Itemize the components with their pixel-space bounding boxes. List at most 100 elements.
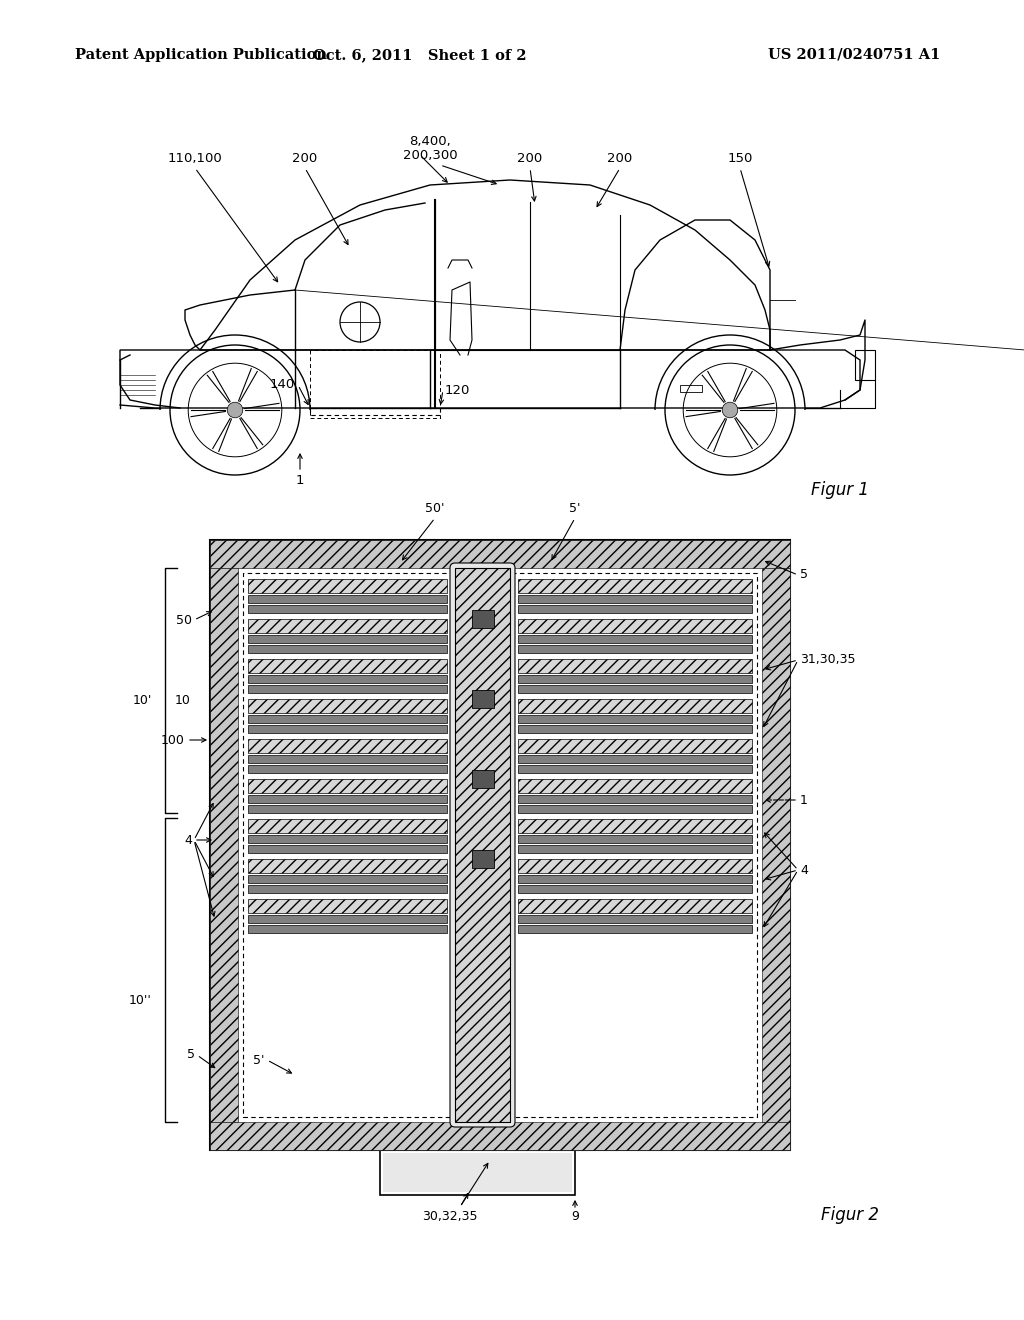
Circle shape bbox=[722, 403, 738, 418]
Text: Patent Application Publication: Patent Application Publication bbox=[75, 48, 327, 62]
Bar bbox=[248, 739, 447, 752]
Bar bbox=[518, 619, 752, 634]
Bar bbox=[471, 610, 494, 628]
Bar bbox=[248, 579, 447, 593]
Bar bbox=[248, 700, 447, 713]
Bar bbox=[518, 685, 752, 693]
Text: 120: 120 bbox=[445, 384, 470, 396]
Bar bbox=[210, 540, 790, 1150]
Text: 200: 200 bbox=[293, 152, 317, 165]
Bar bbox=[471, 770, 494, 788]
Bar bbox=[248, 595, 447, 603]
Bar bbox=[248, 645, 447, 653]
Bar bbox=[518, 579, 752, 593]
Text: 140: 140 bbox=[269, 379, 295, 392]
Bar bbox=[680, 385, 702, 392]
Bar bbox=[248, 818, 447, 833]
Text: 5: 5 bbox=[187, 1048, 195, 1061]
Bar bbox=[248, 795, 447, 803]
Text: 10': 10' bbox=[133, 693, 152, 706]
Bar bbox=[248, 875, 447, 883]
Bar bbox=[471, 690, 494, 708]
Bar bbox=[518, 766, 752, 774]
Bar bbox=[518, 795, 752, 803]
Bar bbox=[248, 675, 447, 682]
Bar bbox=[248, 685, 447, 693]
Text: 110,100: 110,100 bbox=[168, 152, 222, 165]
Bar bbox=[518, 675, 752, 682]
Bar bbox=[518, 899, 752, 913]
Bar bbox=[248, 725, 447, 733]
Bar bbox=[518, 859, 752, 873]
Text: 1: 1 bbox=[296, 474, 304, 487]
Bar bbox=[380, 1150, 575, 1195]
Text: 10'': 10'' bbox=[129, 994, 152, 1006]
Bar bbox=[518, 818, 752, 833]
Bar bbox=[518, 779, 752, 793]
Text: 9: 9 bbox=[571, 1210, 579, 1224]
Bar bbox=[455, 568, 510, 1122]
Bar bbox=[243, 573, 757, 1117]
Bar bbox=[248, 635, 447, 643]
Bar bbox=[518, 755, 752, 763]
Bar bbox=[248, 884, 447, 894]
Bar bbox=[518, 884, 752, 894]
Bar bbox=[463, 1158, 493, 1183]
Bar bbox=[210, 1122, 790, 1150]
Text: 150: 150 bbox=[727, 152, 753, 165]
Bar bbox=[248, 779, 447, 793]
Text: Oct. 6, 2011   Sheet 1 of 2: Oct. 6, 2011 Sheet 1 of 2 bbox=[313, 48, 526, 62]
Bar bbox=[248, 766, 447, 774]
Bar bbox=[248, 915, 447, 923]
Bar bbox=[518, 595, 752, 603]
Bar bbox=[248, 859, 447, 873]
Text: 50: 50 bbox=[176, 614, 193, 627]
Bar bbox=[210, 540, 790, 568]
Text: 10: 10 bbox=[175, 693, 190, 706]
Bar bbox=[855, 350, 874, 380]
Bar bbox=[248, 659, 447, 673]
Bar bbox=[248, 755, 447, 763]
Circle shape bbox=[227, 403, 243, 418]
Text: 5': 5' bbox=[254, 1053, 265, 1067]
Bar bbox=[248, 845, 447, 853]
Bar bbox=[518, 805, 752, 813]
Bar bbox=[248, 836, 447, 843]
Bar bbox=[383, 1152, 572, 1192]
Text: 200: 200 bbox=[607, 152, 633, 165]
Bar bbox=[518, 915, 752, 923]
Text: 30,32,35: 30,32,35 bbox=[422, 1210, 478, 1224]
Bar bbox=[518, 875, 752, 883]
Bar bbox=[518, 700, 752, 713]
FancyBboxPatch shape bbox=[450, 564, 515, 1127]
Bar bbox=[248, 715, 447, 723]
Bar bbox=[248, 605, 447, 612]
Bar bbox=[518, 659, 752, 673]
Bar bbox=[248, 619, 447, 634]
Bar bbox=[518, 605, 752, 612]
Text: Figur 2: Figur 2 bbox=[821, 1206, 879, 1224]
Text: 4: 4 bbox=[800, 863, 808, 876]
Text: 5: 5 bbox=[800, 569, 808, 582]
Text: 50': 50' bbox=[425, 502, 444, 515]
Bar bbox=[471, 850, 494, 869]
Text: 31,30,35: 31,30,35 bbox=[800, 653, 855, 667]
Text: 200,300: 200,300 bbox=[402, 149, 458, 162]
Bar bbox=[248, 805, 447, 813]
Bar bbox=[518, 635, 752, 643]
Bar bbox=[762, 568, 790, 1122]
Bar bbox=[518, 836, 752, 843]
Bar bbox=[210, 568, 238, 1122]
Bar bbox=[518, 739, 752, 752]
Text: 100: 100 bbox=[161, 734, 185, 747]
Text: 8,400,: 8,400, bbox=[410, 135, 451, 148]
Text: 1: 1 bbox=[800, 793, 808, 807]
Text: Figur 1: Figur 1 bbox=[811, 480, 869, 499]
Bar bbox=[518, 715, 752, 723]
Text: 4: 4 bbox=[184, 833, 193, 846]
Bar bbox=[518, 645, 752, 653]
Text: US 2011/0240751 A1: US 2011/0240751 A1 bbox=[768, 48, 940, 62]
Text: 5': 5' bbox=[569, 502, 581, 515]
Bar bbox=[518, 725, 752, 733]
Bar bbox=[518, 845, 752, 853]
